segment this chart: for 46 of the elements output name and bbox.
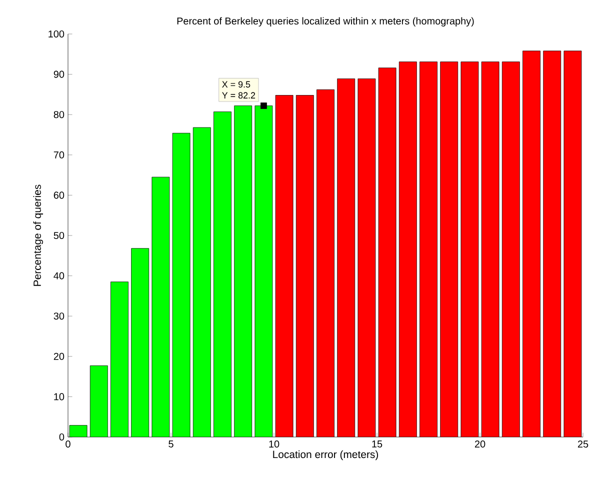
bar [399,62,417,437]
bar [234,106,252,437]
y-tick-label: 70 [54,151,64,158]
bar [440,62,458,437]
x-tick-label: 20 [474,440,486,448]
bar [502,62,520,437]
bar [90,366,108,437]
y-tick-label: 30 [54,312,64,320]
x-tick-label: 10 [269,440,280,448]
bar [420,62,438,437]
bar [296,95,314,437]
x-tick-label: 25 [578,440,588,448]
chart-title: Percent of Berkeley queries localized within x meters (homography) [177,17,474,26]
x-tick-label: 0 [66,440,70,448]
bar [172,133,190,437]
x-tick-label: 5 [168,440,174,448]
y-tick-label: 10 [54,393,64,400]
bar [152,177,170,437]
bar [358,78,376,437]
bar [378,68,396,437]
bar [254,106,273,437]
bar [214,112,232,437]
bar [193,127,211,437]
y-tick-label: 40 [54,272,64,280]
bar [460,62,478,437]
y-tick-label: 90 [54,70,64,78]
bar [482,62,500,437]
bar [316,90,334,437]
bar [543,50,561,437]
bar [337,78,355,437]
bar [110,282,128,437]
y-tick-label: 50 [54,232,64,240]
annotation: X = 9.5 [222,81,250,88]
y-tick-label: 20 [54,352,64,360]
bar [564,50,582,437]
y-tick-label: 0 [59,433,64,441]
x-tick-label: 15 [372,440,382,448]
y-tick-label: 60 [54,192,64,199]
bar [522,50,540,437]
y-axis-title: Percentage of queries [33,184,44,286]
annotation: Y = 82.2 [222,92,256,99]
x-axis-title: Location error (meters) [273,450,378,460]
bar [276,95,294,437]
y-tick-label: 80 [54,111,64,118]
y-tick-label: 100 [48,30,64,38]
bar [131,248,149,437]
